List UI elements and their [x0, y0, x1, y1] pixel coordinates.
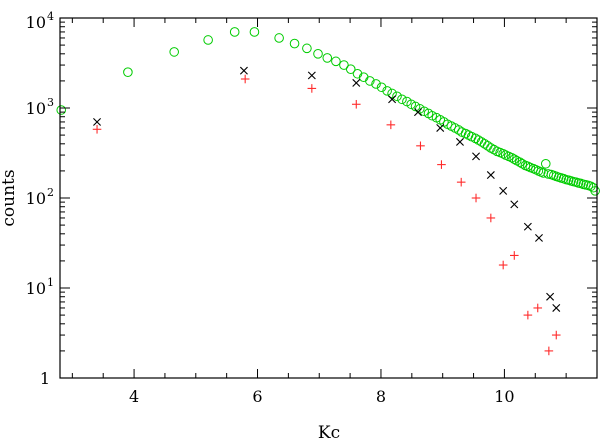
circle-point — [590, 186, 600, 196]
circle-point — [376, 82, 387, 93]
x-tick-label: 4 — [129, 387, 139, 406]
circle-point — [419, 106, 429, 117]
circle-point — [482, 141, 493, 151]
axis-ticks — [60, 17, 598, 379]
circle-point — [322, 53, 333, 63]
circle-point — [507, 152, 517, 163]
plus-point — [498, 260, 508, 270]
circle-point — [331, 56, 341, 67]
plus-point — [471, 193, 481, 203]
plus-point — [437, 160, 446, 169]
plus-point — [386, 120, 396, 130]
x-point — [472, 152, 481, 161]
x-point — [523, 222, 532, 231]
circle-point — [352, 68, 363, 79]
x-point — [436, 123, 445, 132]
x-point — [414, 108, 422, 117]
y-tick-label: 10 — [26, 189, 46, 208]
y-tick-label: 10 — [26, 279, 46, 298]
y-tick-label: 1 — [40, 369, 50, 388]
y-tick-exponent: 1 — [47, 276, 54, 289]
x-point — [499, 186, 508, 195]
plot-marks — [56, 27, 600, 356]
x-point — [546, 292, 555, 301]
circle-point — [365, 76, 375, 86]
circle-point — [489, 144, 499, 155]
circle-point — [371, 79, 381, 89]
circle-point — [203, 35, 213, 45]
y-tick-label: 10 — [26, 99, 46, 118]
x-tick-label: 10 — [494, 387, 514, 406]
circle-point — [515, 157, 525, 167]
plus-point — [551, 330, 561, 340]
circle-point — [339, 60, 349, 70]
x-point — [486, 171, 495, 180]
circle-point — [123, 67, 133, 77]
circle-point — [540, 158, 551, 169]
x-point — [388, 95, 397, 104]
circle-point — [406, 99, 417, 110]
circle-point — [249, 27, 260, 37]
circle-point — [229, 27, 240, 37]
y-tick-exponent: 4 — [47, 10, 54, 23]
plot-frame — [59, 17, 598, 379]
circle-point — [169, 47, 179, 57]
x-point — [534, 233, 543, 242]
circle-point — [588, 182, 599, 193]
circle-point — [498, 148, 508, 159]
plus-point — [240, 74, 250, 84]
x-point — [510, 200, 519, 209]
x-point — [352, 78, 361, 87]
circle-point — [479, 139, 490, 149]
x-tick-label: 8 — [376, 387, 386, 406]
y-axis-title: counts — [0, 169, 19, 226]
circle-point — [382, 86, 392, 96]
plus-point — [456, 177, 466, 187]
circle-point — [274, 33, 284, 43]
plus-point — [416, 141, 425, 151]
plus-point — [307, 84, 317, 93]
circle-point — [345, 64, 356, 74]
plus-point — [523, 310, 533, 320]
circle-point — [397, 94, 407, 105]
circle-point — [509, 154, 520, 164]
plus-point — [92, 124, 102, 134]
circle-point — [313, 49, 323, 59]
circle-point — [387, 88, 397, 99]
y-tick-exponent: 3 — [47, 96, 54, 109]
x-point — [93, 117, 102, 126]
x-tick-label: 6 — [252, 387, 262, 406]
plus-point — [533, 303, 543, 313]
x-axis-title: Kc — [318, 423, 340, 443]
y-tick-label: 10 — [26, 13, 46, 32]
x-point — [455, 137, 464, 146]
plus-point — [351, 99, 361, 109]
circle-point — [523, 161, 533, 172]
x-point — [239, 66, 248, 75]
circle-point — [427, 110, 437, 121]
y-tick-exponent: 2 — [47, 186, 54, 199]
circle-point — [56, 105, 67, 115]
circle-point — [289, 38, 300, 49]
x-point — [552, 303, 561, 312]
circle-point — [473, 135, 484, 145]
plus-point — [509, 251, 519, 260]
x-point — [307, 71, 316, 80]
plus-point — [544, 346, 554, 356]
plus-point — [486, 213, 496, 223]
circle-point — [302, 43, 312, 54]
circle-point — [392, 91, 402, 102]
